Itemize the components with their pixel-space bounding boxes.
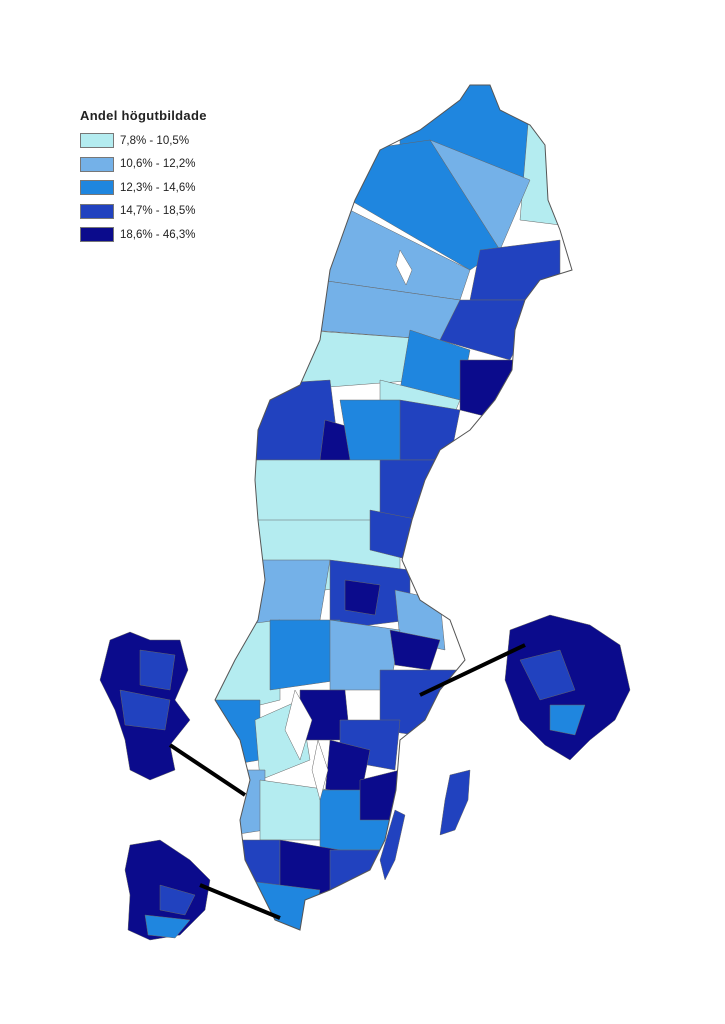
legend-label: 12,3% - 14,6% [120,181,196,194]
municipality-region [339,399,411,471]
oland [379,809,406,881]
municipality-region [159,884,196,916]
connector-lines [168,643,526,920]
municipality-region [459,359,531,421]
inset-maps [99,614,631,941]
connector-line [168,743,247,797]
municipality-regions [215,85,572,930]
municipality-region [429,139,531,251]
gotland [439,769,471,836]
legend-swatch [80,227,114,243]
legend-item: 7,8% - 10,5% [80,129,207,153]
legend-swatch [80,156,114,172]
municipality-region [519,99,572,231]
municipality-region [139,649,176,691]
legend-swatch [80,203,114,219]
municipality-region [239,879,321,930]
municipality-region [215,769,266,841]
legend-item: 10,6% - 12,2% [80,153,207,177]
municipality-region [215,699,261,771]
lake [311,739,329,801]
legend-item: 14,7% - 18,5% [80,200,207,224]
municipality-region [144,914,191,939]
legend-item: 12,3% - 14,6% [80,176,207,200]
legend-title: Andel högutbildade [80,108,207,123]
municipality-region [269,619,341,691]
legend-label: 14,7% - 18,5% [120,205,196,218]
municipality-region [519,649,576,701]
municipality-region [344,579,381,616]
municipality-region [399,399,461,461]
legend-label: 7,8% - 10,5% [120,134,190,147]
legend-swatch [80,180,114,196]
legend-swatch [80,133,114,149]
legend-item: 18,6% - 46,3% [80,223,207,247]
municipality-region [119,689,171,731]
municipality-region [549,704,586,736]
legend-label: 10,6% - 12,2% [120,158,196,171]
connector-line [199,883,281,920]
legend-label: 18,6% - 46,3% [120,228,196,241]
connector-line [419,643,526,697]
lake [284,689,313,761]
lake [395,249,413,286]
map-legend: Andel högutbildade 7,8% - 10,5% 10,6% - … [80,108,207,247]
